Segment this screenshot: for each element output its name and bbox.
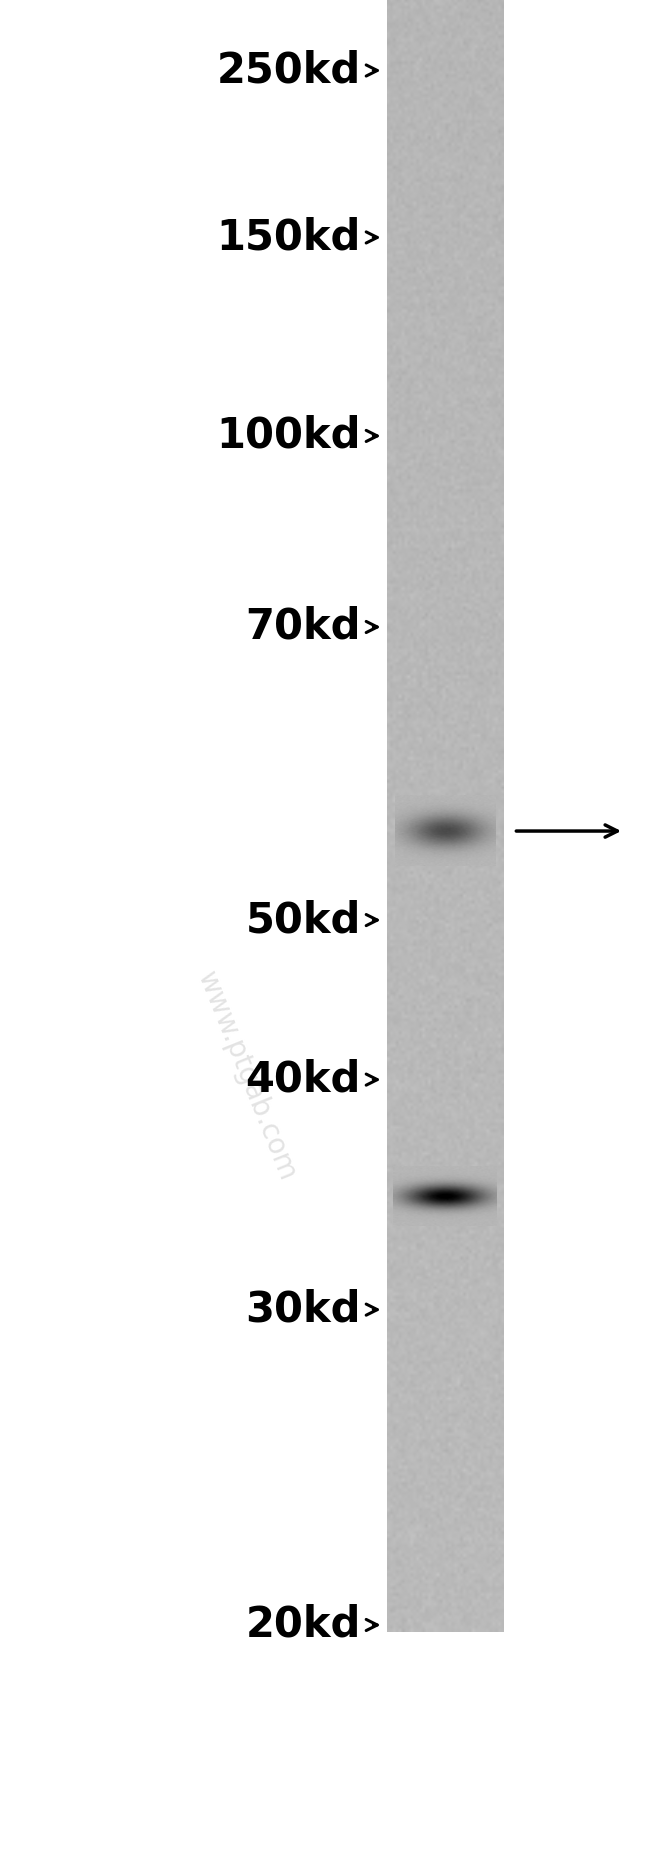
Text: 30kd: 30kd xyxy=(245,1289,361,1330)
Text: www.ptgab.com: www.ptgab.com xyxy=(192,966,302,1185)
Text: 50kd: 50kd xyxy=(246,900,361,940)
Text: 250kd: 250kd xyxy=(216,50,361,91)
Text: 40kd: 40kd xyxy=(246,1059,361,1100)
Text: 150kd: 150kd xyxy=(216,217,361,258)
Text: 20kd: 20kd xyxy=(246,1605,361,1645)
Text: 100kd: 100kd xyxy=(216,416,361,456)
Text: 70kd: 70kd xyxy=(245,607,361,647)
